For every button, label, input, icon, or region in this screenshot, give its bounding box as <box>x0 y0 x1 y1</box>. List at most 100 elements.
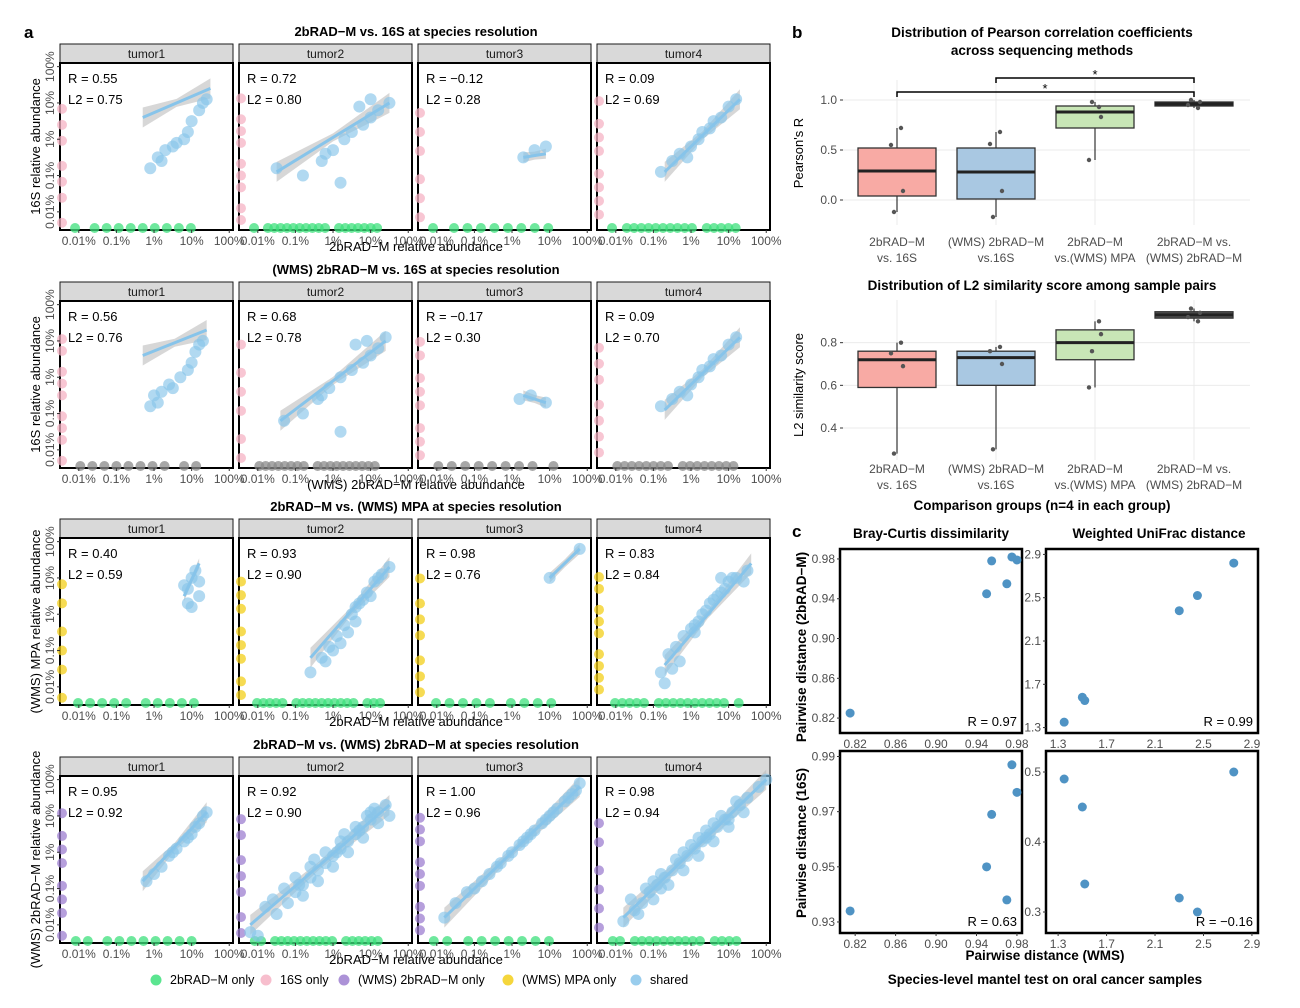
l2-value: L2 = 0.69 <box>605 92 660 107</box>
only-point-x <box>532 698 543 708</box>
r-value: R = 0.68 <box>247 309 297 324</box>
x-tick-label: 10% <box>538 472 562 486</box>
r-value: R = −0.17 <box>426 309 483 324</box>
only-point-y <box>236 928 246 939</box>
only-point-y <box>594 837 604 848</box>
sig-star-1: * <box>1042 81 1047 96</box>
group-label-line2: (WMS) 2bRAD−M <box>1146 251 1242 265</box>
x-tick-label: 1% <box>503 947 521 961</box>
x-tick-label: 100% <box>214 947 245 961</box>
only-point-x <box>716 936 727 946</box>
shared-point <box>703 597 716 610</box>
shared-point <box>327 860 340 873</box>
shared-point <box>315 389 328 402</box>
row-title: 2bRAD−M vs. (WMS) 2bRAD−M at species res… <box>253 737 579 752</box>
x-tick-label: 2.1 <box>1147 937 1164 951</box>
x-tick-label: 1% <box>682 234 700 248</box>
shared-point <box>730 331 743 344</box>
only-point-x <box>658 936 669 946</box>
shared-point <box>666 393 679 406</box>
only-point-x <box>701 223 712 233</box>
x-tick-label: 100% <box>572 472 603 486</box>
shared-point <box>345 363 358 376</box>
l2-value: L2 = 0.80 <box>247 92 302 107</box>
shared-point <box>360 809 373 822</box>
only-point-y <box>236 137 246 148</box>
jitter-point <box>1197 99 1203 105</box>
facet-panel <box>59 775 234 944</box>
x-tick-label: 10% <box>717 234 741 248</box>
shared-point <box>685 140 698 153</box>
only-point-x <box>348 698 359 708</box>
jitter-point <box>999 188 1005 194</box>
jitter-point <box>898 125 904 131</box>
facet-tumor4: tumor4 R = 0.09 L2 = 0.70 0.01% 0.1% 1% 10% 100… <box>594 281 782 486</box>
only-point-x <box>728 461 739 471</box>
shared-point <box>334 637 347 650</box>
shared-point <box>722 100 735 113</box>
x-tick-label: 10% <box>180 947 204 961</box>
x-tick-label: 10% <box>359 472 383 486</box>
facet-tumor3: tumor3 R = 0.98 L2 = 0.76 0.01% 0.1% 1% 10% 100… <box>415 518 603 723</box>
y-tick-label: 0.4 <box>820 421 837 435</box>
only-point-y <box>594 358 604 369</box>
only-point-y <box>236 830 246 841</box>
x-tick-label: 0.1% <box>282 709 310 723</box>
y-tick-label: 2.1 <box>1024 634 1041 648</box>
shared-point <box>364 111 377 124</box>
x-tick-label: 0.1% <box>640 472 668 486</box>
facet-tumor1: tumor1 R = 0.55 L2 = 0.75 0.01% 0.1% 1% 10% 100… <box>57 43 245 248</box>
shared-point <box>296 169 309 182</box>
y-tick-label: 0.99 <box>812 750 836 764</box>
shared-point <box>266 893 279 906</box>
jitter-point <box>888 351 894 356</box>
r-value: R = 0.95 <box>68 784 118 799</box>
only-point-x <box>684 461 695 471</box>
shared-point <box>707 353 720 366</box>
shared-point <box>155 860 168 873</box>
only-point-y <box>594 903 604 914</box>
shared-point <box>692 831 705 844</box>
jitter-point <box>888 142 894 148</box>
only-point-y <box>415 350 425 361</box>
only-point-x <box>637 936 648 946</box>
only-point-x <box>639 698 650 708</box>
only-point-y <box>236 626 246 637</box>
facet-strip-label: tumor3 <box>486 522 524 536</box>
only-point-x <box>85 698 96 708</box>
group-label-line1: (WMS) 2bRAD−M <box>948 235 1044 249</box>
only-point-x <box>514 461 525 471</box>
shared-point <box>372 817 385 830</box>
shared-point <box>647 875 660 888</box>
x-tick-label: 2.9 <box>1244 937 1261 951</box>
shared-point <box>677 846 690 859</box>
x-tick-label: 100% <box>393 234 424 248</box>
only-point-y <box>594 922 604 933</box>
shared-point <box>528 144 541 157</box>
only-point-x <box>149 223 160 233</box>
l2-value: L2 = 0.90 <box>247 567 302 582</box>
only-point-x <box>631 698 642 708</box>
mantel-point <box>1077 802 1087 812</box>
only-point-y <box>236 433 246 444</box>
only-point-y <box>415 573 425 584</box>
only-point-x <box>517 936 528 946</box>
only-point-y <box>415 824 425 835</box>
r-value: R = 1.00 <box>426 784 476 799</box>
only-point-x <box>607 223 618 233</box>
legend-label: 2bRAD−M only <box>170 973 255 987</box>
jitter-point <box>900 188 906 194</box>
only-point-y <box>236 814 246 825</box>
shared-point <box>726 571 739 584</box>
panel-label-b: b <box>792 23 802 42</box>
mantel-x-label: Pairwise distance (WMS) <box>965 948 1124 963</box>
y-tick-label: 0.1% <box>43 400 57 428</box>
l2-value: L2 = 0.76 <box>426 567 481 582</box>
mantel-frame <box>1044 749 1260 935</box>
only-point-x <box>686 223 697 233</box>
shared-point <box>666 662 679 675</box>
only-point-y <box>415 687 425 698</box>
l2-boxplot: Distribution of L2 similarity score amon… <box>791 278 1250 513</box>
x-tick-label: 0.98 <box>1005 737 1029 751</box>
